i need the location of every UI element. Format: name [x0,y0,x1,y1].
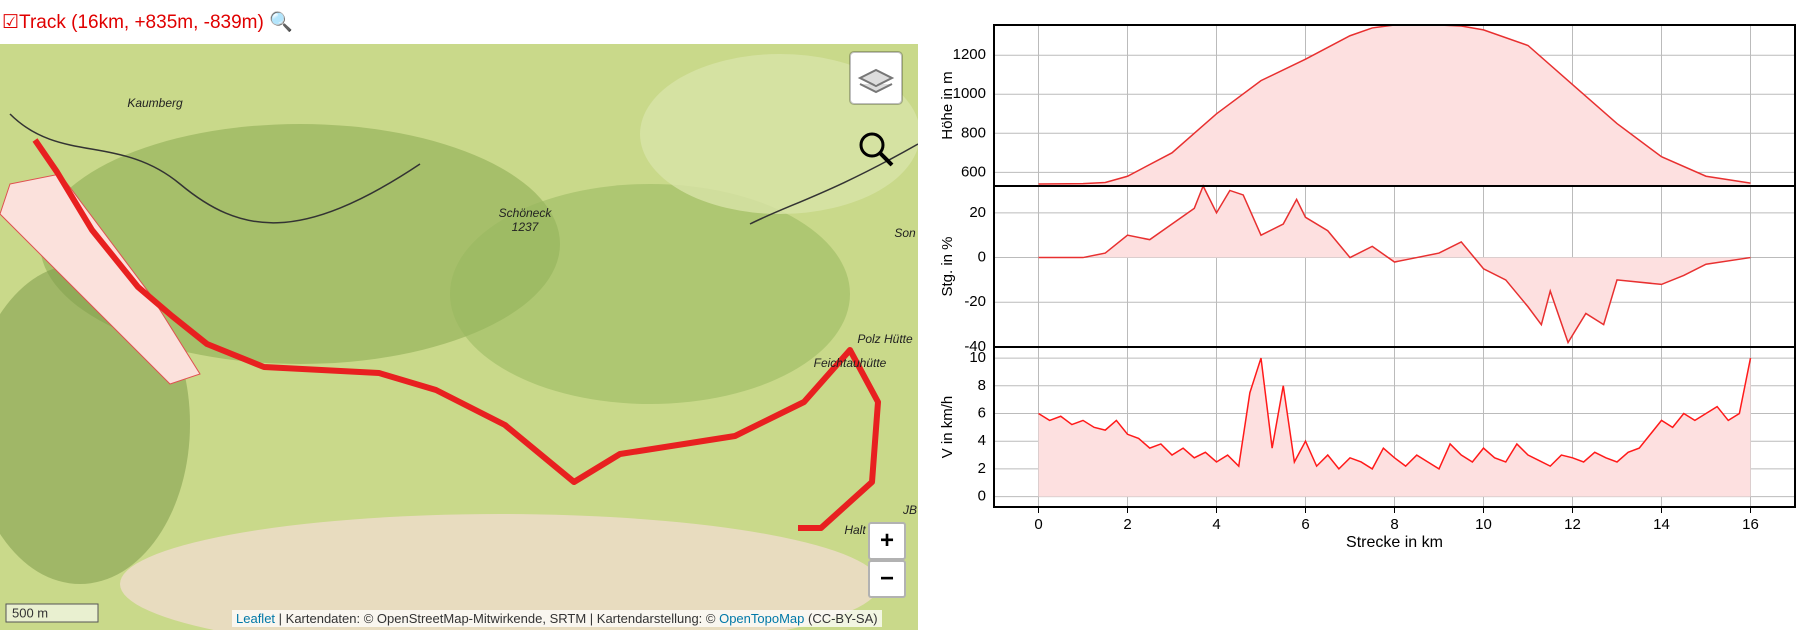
attribution: Leaflet | Kartendaten: © OpenStreetMap-M… [232,610,882,627]
profile-line [1038,184,1751,345]
y-axis-label: V in km/h [940,396,956,459]
attribution-text: | Kartendaten: © OpenStreetMap-Mitwirken… [275,611,720,626]
y-tick-label: 2 [978,460,986,477]
x-tick-label: 6 [1301,516,1309,533]
profile-line [1038,357,1752,471]
area-fill [1038,25,1751,186]
y-tick-label: 10 [969,349,986,366]
x-tick-label: 16 [1742,516,1759,533]
area-fill [1038,186,1751,343]
zoom-out[interactable]: − [868,560,906,598]
leaflet-link[interactable]: Leaflet [236,611,276,626]
y-tick-label: 0 [978,488,986,505]
x-tick-label: 8 [1390,516,1398,533]
y-axis-label: Höhe in m [940,71,956,139]
y-tick-label: 8 [978,377,986,394]
x-tick-label: 0 [1034,516,1042,533]
map-label: Schöneck [499,206,553,220]
y-tick-label: 800 [961,124,986,141]
y-tick-label: 600 [961,163,986,180]
map-label: Polz Hütte [857,332,913,346]
map-scale: 500 m [12,605,48,620]
y-tick-label: 0 [978,249,986,266]
y-tick-label: 6 [978,404,986,421]
x-tick-label: 12 [1564,516,1581,533]
y-tick-label: 1200 [953,46,986,63]
map-label: JB [902,503,917,517]
map-label: Feichtauhütte [814,356,887,370]
y-tick-label: 20 [969,204,986,221]
x-axis-label: Strecke in km [1346,534,1443,551]
profile-line [1038,24,1751,185]
map-label: Kaumberg [127,96,183,110]
track-header[interactable]: ☑Track (16km, +835m, -839m) 🔍 [2,12,293,33]
area-fill [1038,358,1751,497]
x-tick-label: 4 [1212,516,1220,533]
y-tick-label: -40 [964,338,986,355]
track-title[interactable]: Track (16km, +835m, -839m) [19,12,264,33]
opentopomap-link[interactable]: OpenTopoMap [719,611,805,626]
x-tick-label: 10 [1475,516,1492,533]
map-label: Son [894,226,916,240]
y-tick-label: 1000 [953,85,986,102]
zoom-in[interactable]: + [868,522,906,560]
map-label: 1237 [512,220,540,234]
map-label: Halt [844,523,866,537]
y-tick-label: 4 [978,432,986,449]
license: (CC-BY-SA) [804,611,878,626]
y-axis-label: Stg. in % [940,236,956,296]
x-tick-label: 2 [1123,516,1131,533]
y-tick-label: -20 [964,293,986,310]
x-tick-label: 14 [1653,516,1670,533]
